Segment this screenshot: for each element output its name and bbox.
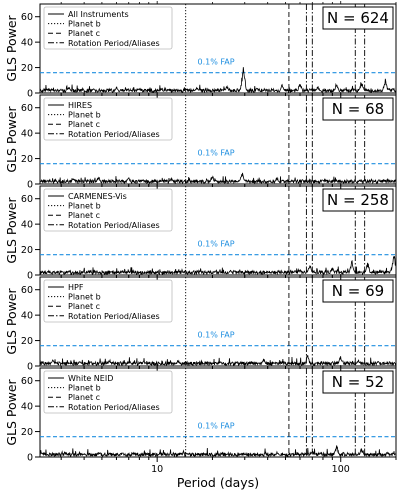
y-tick-label: 40	[21, 128, 33, 139]
count-box	[322, 370, 394, 394]
legend-entry-rotation: Rotation Period/Aliases	[68, 221, 160, 230]
legend-entry-planet-c: Planet c	[68, 120, 100, 129]
y-tick-label: 0	[27, 179, 33, 190]
y-tick-label: 60	[21, 194, 33, 205]
count-label: N = 624	[327, 9, 389, 27]
y-axis-label: GLS Power	[4, 196, 19, 263]
legend-box	[43, 279, 173, 323]
legend-entry-planet-b: Planet b	[68, 111, 101, 120]
legend-entry-planet-b: Planet b	[68, 293, 101, 302]
legend-entry-planet-c: Planet c	[68, 211, 100, 220]
periodogram-line	[39, 354, 397, 367]
panel-frame	[39, 94, 397, 185]
count-box	[322, 6, 394, 30]
legend-entry-planet-b: Planet b	[68, 20, 101, 29]
x-tick-label: 10	[151, 464, 163, 475]
periodogram-line	[39, 256, 397, 276]
y-tick-label: 20	[21, 427, 33, 438]
legend-entry-planet-b: Planet b	[68, 202, 101, 211]
legend-entry-planet-b: Planet b	[68, 384, 101, 393]
y-tick-label: 40	[21, 310, 33, 321]
legend-entry-rotation: Rotation Period/Aliases	[68, 403, 160, 412]
x-tick-label: 100	[332, 464, 350, 475]
y-tick-label: 40	[21, 401, 33, 412]
periodogram-line	[39, 445, 397, 458]
x-axis-label: Period (days)	[177, 475, 259, 490]
legend-entry-rotation: Rotation Period/Aliases	[68, 312, 160, 321]
y-axis-label: GLS Power	[4, 378, 19, 445]
y-axis-label: GLS Power	[4, 14, 19, 81]
fap-label: 0.1% FAP	[197, 422, 234, 431]
count-label: N = 52	[332, 373, 384, 391]
y-tick-label: 40	[21, 219, 33, 230]
legend-box	[43, 6, 173, 50]
legend-box	[43, 188, 173, 232]
count-box	[322, 279, 394, 303]
periodogram-line	[39, 67, 397, 94]
legend-entry-instrument: HPF	[68, 283, 84, 292]
y-tick-label: 60	[21, 376, 33, 387]
legend-box	[43, 370, 173, 414]
y-tick-label: 20	[21, 336, 33, 347]
legend-entry-planet-c: Planet c	[68, 302, 100, 311]
y-tick-label: 0	[27, 270, 33, 281]
panel-frame	[39, 276, 397, 367]
y-tick-label: 20	[21, 245, 33, 256]
y-tick-label: 60	[21, 12, 33, 23]
legend-entry-instrument: HIRES	[68, 101, 92, 110]
legend-entry-planet-c: Planet c	[68, 393, 100, 402]
y-tick-label: 40	[21, 37, 33, 48]
legend-entry-rotation: Rotation Period/Aliases	[68, 130, 160, 139]
y-tick-label: 20	[21, 63, 33, 74]
fap-label: 0.1% FAP	[197, 149, 234, 158]
legend-entry-instrument: CARMENES-Vis	[68, 192, 127, 201]
y-tick-label: 60	[21, 103, 33, 114]
fap-label: 0.1% FAP	[197, 58, 234, 67]
fap-label: 0.1% FAP	[197, 331, 234, 340]
y-tick-label: 0	[27, 452, 33, 463]
count-label: N = 68	[332, 100, 384, 118]
count-box	[322, 97, 394, 121]
y-tick-label: 20	[21, 154, 33, 165]
panel-frame	[39, 185, 397, 276]
count-box	[322, 188, 394, 212]
y-tick-label: 0	[27, 361, 33, 372]
count-label: N = 69	[332, 282, 384, 300]
count-label: N = 258	[327, 191, 389, 209]
legend-entry-rotation: Rotation Period/Aliases	[68, 39, 160, 48]
fap-label: 0.1% FAP	[197, 240, 234, 249]
y-tick-label: 0	[27, 88, 33, 99]
panel-frame	[39, 3, 397, 94]
y-axis-label: GLS Power	[4, 105, 19, 172]
legend-entry-planet-c: Planet c	[68, 29, 100, 38]
panel-frame	[39, 367, 397, 458]
periodogram-line	[39, 172, 397, 185]
legend-entry-instrument: White NEID	[68, 374, 113, 383]
y-axis-label: GLS Power	[4, 287, 19, 354]
legend-entry-instrument: All Instruments	[68, 10, 129, 19]
y-tick-label: 60	[21, 285, 33, 296]
legend-box	[43, 97, 173, 141]
